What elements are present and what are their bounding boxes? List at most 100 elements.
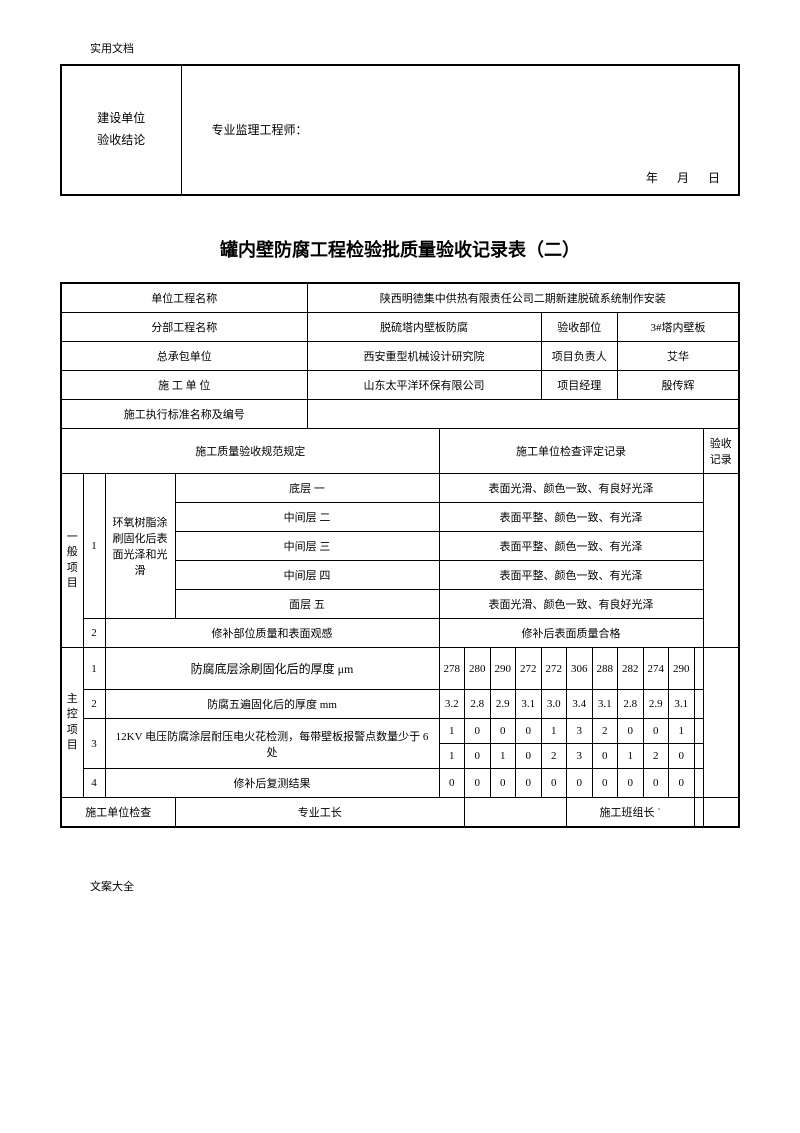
data-cell: 0 (465, 719, 491, 744)
data-cell: 290 (490, 648, 516, 690)
data-cell: 0 (465, 769, 491, 798)
layer-name: 中间层 二 (175, 503, 439, 532)
info-value (307, 400, 739, 429)
data-cell: 0 (465, 744, 491, 769)
bottom-label: 施工单位检查 (61, 798, 175, 828)
data-cell: 2.8 (465, 690, 491, 719)
data-cell: 0 (643, 769, 669, 798)
data-cell: 280 (465, 648, 491, 690)
item-number: 4 (83, 769, 105, 798)
data-cell: 288 (592, 648, 618, 690)
info-value: 西安重型机械设计研究院 (307, 342, 541, 371)
bottom-label: 施工班组长 ` (567, 798, 695, 828)
info-label: 施 工 单 位 (61, 371, 307, 400)
accept-record (703, 474, 739, 648)
conclusion-label: 验收结论 (70, 130, 173, 152)
group-general: 一般项目 (61, 474, 83, 648)
engineer-label: 专业监理工程师： (212, 121, 308, 138)
info-label: 单位工程名称 (61, 283, 307, 313)
info-label: 总承包单位 (61, 342, 307, 371)
data-cell: 290 (669, 648, 695, 690)
data-cell: 0 (669, 769, 695, 798)
data-cell: 1 (618, 744, 644, 769)
data-cell: 2.9 (490, 690, 516, 719)
info-label: 分部工程名称 (61, 313, 307, 342)
info-value: 脱硫塔内壁板防腐 (307, 313, 541, 342)
date-label: 年 月 日 (646, 169, 728, 186)
item-number: 1 (83, 474, 105, 619)
group-main: 主控项目 (61, 648, 83, 798)
data-cell: 3 (567, 744, 593, 769)
col-header: 施工单位检查评定记录 (439, 429, 703, 474)
info-label: 验收部位 (541, 313, 618, 342)
data-cell: 3.1 (516, 690, 542, 719)
layer-name: 中间层 四 (175, 561, 439, 590)
item-desc: 防腐五遍固化后的厚度 mm (105, 690, 439, 719)
item-desc: 修补后复测结果 (105, 769, 439, 798)
data-cell: 0 (490, 719, 516, 744)
layer-result: 表面平整、颜色一致、有光泽 (439, 503, 703, 532)
approval-left-cell: 建设单位 验收结论 (61, 65, 181, 195)
empty-cell (694, 719, 703, 744)
item-number: 2 (83, 690, 105, 719)
layer-name: 面层 五 (175, 590, 439, 619)
data-cell: 0 (567, 769, 593, 798)
data-cell: 2 (643, 744, 669, 769)
data-cell: 2.9 (643, 690, 669, 719)
col-header: 验收记录 (703, 429, 739, 474)
data-cell: 0 (490, 769, 516, 798)
data-cell: 0 (618, 769, 644, 798)
info-label: 施工执行标准名称及编号 (61, 400, 307, 429)
data-cell: 272 (516, 648, 542, 690)
empty-cell (694, 769, 703, 798)
info-value: 艾华 (618, 342, 740, 371)
approval-box-table: 建设单位 验收结论 专业监理工程师： 年 月 日 (60, 64, 740, 196)
bottom-value (703, 798, 739, 828)
data-cell: 3.2 (439, 690, 465, 719)
data-cell: 0 (669, 744, 695, 769)
data-cell: 2.8 (618, 690, 644, 719)
info-value: 殷传辉 (618, 371, 740, 400)
data-cell: 3.4 (567, 690, 593, 719)
info-value: 山东太平洋环保有限公司 (307, 371, 541, 400)
main-data-table: 单位工程名称 陕西明德集中供热有限责任公司二期新建脱硫系统制作安装 分部工程名称… (60, 282, 740, 828)
data-cell: 0 (592, 744, 618, 769)
bottom-value (465, 798, 567, 828)
data-cell: 1 (439, 744, 465, 769)
info-value: 陕西明德集中供热有限责任公司二期新建脱硫系统制作安装 (307, 283, 739, 313)
layer-result: 表面平整、颜色一致、有光泽 (439, 532, 703, 561)
build-unit-label: 建设单位 (70, 108, 173, 130)
data-cell: 1 (439, 719, 465, 744)
data-cell: 278 (439, 648, 465, 690)
layer-result: 表面光滑、颜色一致、有良好光泽 (439, 590, 703, 619)
layer-name: 底层 一 (175, 474, 439, 503)
layer-result: 表面光滑、颜色一致、有良好光泽 (439, 474, 703, 503)
data-cell: 282 (618, 648, 644, 690)
item-number: 1 (83, 648, 105, 690)
data-cell: 0 (541, 769, 567, 798)
footer-note: 文案大全 (90, 878, 740, 894)
data-cell: 2 (541, 744, 567, 769)
item-result: 修补后表面质量合格 (439, 619, 703, 648)
data-cell: 0 (516, 769, 542, 798)
data-cell: 3 (567, 719, 593, 744)
layer-name: 中间层 三 (175, 532, 439, 561)
item-desc: 12KV 电压防腐涂层耐压电火花检测，每带壁板报警点数量少于 6 处 (105, 719, 439, 769)
data-cell: 0 (618, 719, 644, 744)
page-title: 罐内壁防腐工程检验批质量验收记录表（二） (60, 236, 740, 262)
item-number: 2 (83, 619, 105, 648)
data-cell: 2 (592, 719, 618, 744)
data-cell: 0 (516, 744, 542, 769)
item-desc: 环氧树脂涂刷固化后表面光泽和光滑 (105, 474, 175, 619)
header-note: 实用文档 (90, 40, 740, 56)
data-cell: 3.0 (541, 690, 567, 719)
data-cell: 1 (541, 719, 567, 744)
empty-cell (694, 690, 703, 719)
info-label: 项目经理 (541, 371, 618, 400)
data-cell: 0 (516, 719, 542, 744)
info-label: 项目负责人 (541, 342, 618, 371)
approval-right-cell: 专业监理工程师： 年 月 日 (181, 65, 739, 195)
data-cell: 3.1 (669, 690, 695, 719)
bottom-value (694, 798, 703, 828)
item-desc: 修补部位质量和表面观感 (105, 619, 439, 648)
